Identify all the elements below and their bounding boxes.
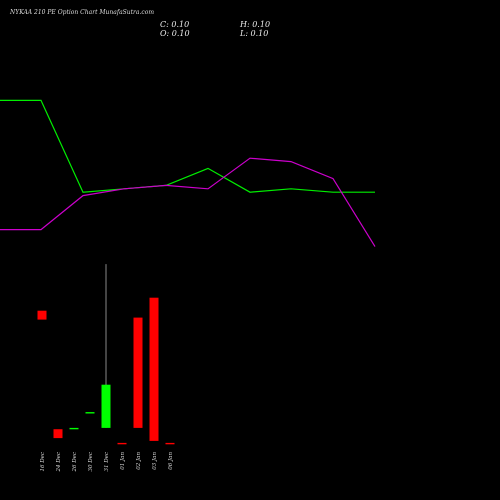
x-tick-label: 30 Dec xyxy=(88,452,94,472)
candle-body xyxy=(165,442,175,445)
candles xyxy=(37,264,175,445)
magenta-line xyxy=(0,157,376,247)
x-tick-label: 24 Dec xyxy=(56,452,62,473)
x-axis-labels: 16 Dec 24 Dec 26 Dec 30 Dec 31 Dec 01 Jan 02 J… xyxy=(40,452,174,473)
candle-body xyxy=(85,412,95,414)
x-tick-label: 01 Jan xyxy=(120,452,126,470)
candle xyxy=(53,429,63,439)
chart-title: NYKAA 210 PE Option Chart MunafaSutra.co… xyxy=(10,9,155,16)
candle xyxy=(85,412,95,414)
x-tick-label: 16 Dec xyxy=(40,452,46,472)
candle-body xyxy=(37,310,47,320)
open-value: O: 0.10 xyxy=(160,29,190,38)
candle xyxy=(101,264,111,428)
candle xyxy=(69,427,79,430)
candle xyxy=(133,317,143,428)
candle xyxy=(165,442,175,445)
x-tick-label: 03 Jan xyxy=(152,452,158,470)
green-line xyxy=(0,99,375,193)
indicator-lines xyxy=(0,99,376,247)
x-tick-label: 06 Jan xyxy=(168,452,174,470)
candle xyxy=(37,310,47,320)
candle-body xyxy=(53,429,63,439)
x-tick-label: 02 Jan xyxy=(136,452,142,470)
low-value: L: 0.10 xyxy=(240,29,269,38)
candle-body xyxy=(149,297,159,441)
candle xyxy=(149,297,159,441)
x-tick-label: 31 Dec xyxy=(104,452,110,472)
high-value: H: 0.10 xyxy=(240,20,271,29)
candle-body xyxy=(69,427,79,430)
candle-body xyxy=(101,384,111,428)
close-value: C: 0.10 xyxy=(160,20,190,29)
candle-body xyxy=(117,442,127,445)
candle xyxy=(117,442,127,445)
candle-body xyxy=(133,317,143,428)
x-tick-label: 26 Dec xyxy=(72,452,78,473)
